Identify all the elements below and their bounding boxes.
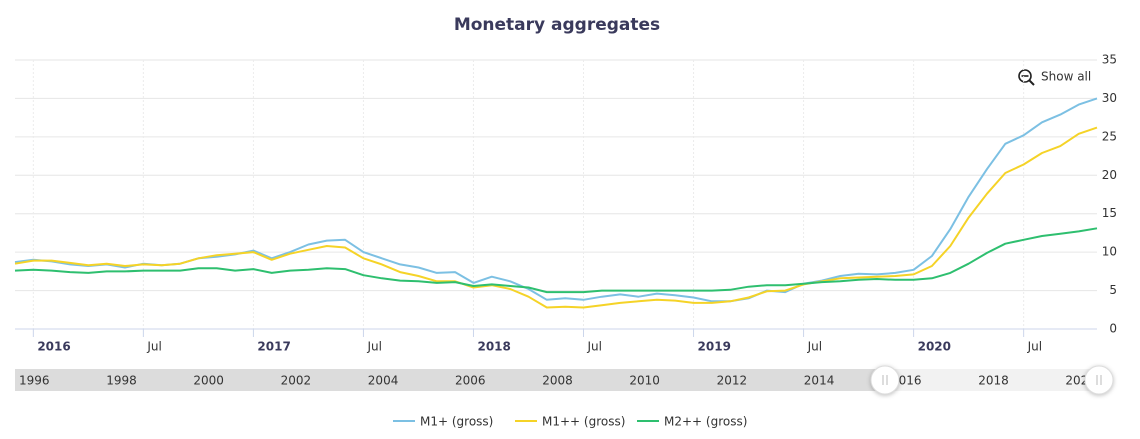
grid: 0 5 10 15 20 25 30 35 2016 Jul 2017 Jul 2018 Jul 2019 J… (15, 53, 1117, 354)
series-line (14, 227, 1098, 294)
legend-label: M2++ (gross) (664, 415, 747, 429)
y-tick-label: 35 (1102, 53, 1117, 67)
navigator-mask (15, 369, 885, 391)
legend-label: M1+ (gross) (420, 415, 493, 429)
y-tick-label: 30 (1102, 91, 1117, 105)
navigator-label: 2002 (281, 374, 312, 388)
show-all-label: Show all (1041, 70, 1091, 84)
navigator-handle (1084, 365, 1114, 395)
zoom-icon (1018, 69, 1032, 83)
x-tick-label: Jul (587, 340, 602, 354)
x-tick-label: 2016 (37, 340, 70, 354)
x-tick-label: 2019 (698, 340, 731, 354)
navigator-label: 2010 (629, 374, 660, 388)
zoom-icon-handle (1028, 79, 1035, 86)
y-tick-label: 10 (1102, 245, 1117, 259)
y-tick-label: 5 (1109, 283, 1117, 297)
navigator-label: 1996 (19, 374, 50, 388)
series-line (14, 126, 1098, 309)
legend: M1+ (gross) M1++ (gross) M2++ (gross) (393, 415, 747, 429)
navigator-label: 2006 (455, 374, 486, 388)
x-tick-label: 2017 (257, 340, 290, 354)
y-tick-label: 15 (1102, 206, 1117, 220)
navigator-label: 2008 (542, 374, 573, 388)
navigator-label: 2014 (804, 374, 835, 388)
navigator-label: 2012 (717, 374, 748, 388)
chart-title: Monetary aggregates (454, 15, 660, 35)
y-tick-label: 25 (1102, 129, 1117, 143)
navigator-labels: 1996 1998 2000 2002 2004 2006 2008 2010 2012 2014… (19, 374, 1096, 388)
x-tick-label: 2020 (918, 340, 951, 354)
x-tick-label: Jul (1027, 340, 1042, 354)
x-tick-label: Jul (807, 340, 822, 354)
navigator-label: 1998 (106, 374, 137, 388)
x-tick-label: Jul (146, 340, 161, 354)
legend-label: M1++ (gross) (542, 415, 625, 429)
y-tick-label: 0 (1109, 322, 1117, 336)
y-tick-label: 20 (1102, 168, 1117, 182)
x-tick-label: 2018 (477, 340, 510, 354)
plot (14, 97, 1098, 309)
navigator-handle (870, 365, 900, 395)
navigator-label: 2000 (193, 374, 224, 388)
navigator-label: 2018 (978, 374, 1009, 388)
navigator-label: 2004 (368, 374, 399, 388)
navigator: 1996 1998 2000 2002 2004 2006 2008 2010 2012 2014… (15, 365, 1114, 395)
show-all-button[interactable]: Show all (1018, 69, 1091, 86)
x-tick-label: Jul (366, 340, 381, 354)
